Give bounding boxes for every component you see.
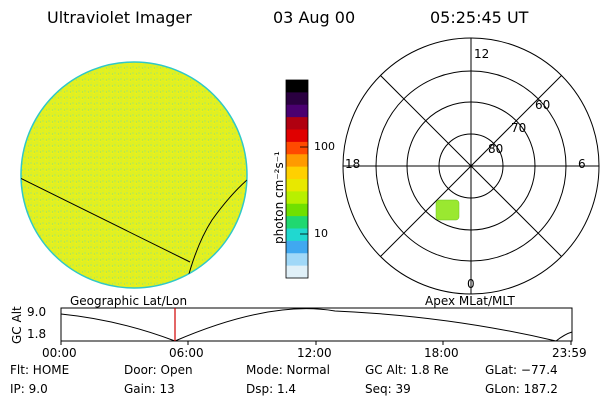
status-seq: Seq: 39 — [365, 382, 411, 396]
right-panel-caption: Apex MLat/MLT — [425, 294, 515, 308]
mlt-label-18: 18 — [345, 157, 361, 171]
altitude-plot — [60, 307, 573, 345]
aurora-blob — [435, 199, 460, 221]
color-bar-segment — [286, 154, 308, 168]
color-bar-segment — [286, 117, 308, 131]
color-bar-frame — [285, 79, 309, 279]
meridian-line — [185, 179, 247, 286]
time-label: 05:25:45 UT — [430, 8, 529, 27]
mlat-label-60: 60 — [535, 98, 551, 112]
status-gain: Gain: 13 — [124, 382, 175, 396]
color-bar-segment — [286, 203, 308, 217]
status-glon: GLon: 187.2 — [485, 382, 558, 396]
status-gc-alt: GC Alt: 1.8 Re — [365, 363, 449, 377]
geographic-image — [20, 61, 248, 289]
color-bar-segment — [286, 129, 308, 143]
altitude-ylabel: GC Alt — [10, 306, 24, 344]
color-bar-segment — [286, 166, 308, 180]
mlt-label-6: 6 — [578, 157, 586, 171]
instrument-title: Ultraviolet Imager — [47, 8, 192, 27]
color-bar-segment — [286, 80, 308, 93]
status-mode: Mode: Normal — [246, 363, 330, 377]
altitude-frame — [60, 307, 573, 342]
color-bar — [286, 80, 308, 279]
color-bar-segment — [286, 228, 308, 242]
altitude-xtick-label-3: 18:00 — [424, 346, 459, 360]
mlat-label-80: 80 — [488, 142, 504, 156]
color-bar-segment — [286, 104, 308, 118]
color-bar-segment — [286, 92, 308, 106]
altitude-xtick-label-4: 23:59 — [552, 346, 587, 360]
earth-disk — [20, 61, 248, 289]
status-flt: Flt: HOME — [10, 363, 70, 377]
left-panel-caption: Geographic Lat/Lon — [70, 294, 188, 308]
altitude-xtick-label-2: 12:00 — [297, 346, 332, 360]
color-bar-segment — [286, 253, 308, 267]
date-label: 03 Aug 00 — [273, 8, 356, 27]
mlt-label-0: 0 — [467, 277, 475, 291]
mlat-label-70: 70 — [511, 121, 527, 135]
color-bar-segment — [286, 141, 308, 155]
mlt-label-12: 12 — [474, 47, 490, 61]
altitude-xtick-label-1: 06:00 — [169, 346, 204, 360]
altitude-y-top: 9.0 — [27, 305, 47, 319]
polar-diagonal-2 — [380, 75, 562, 257]
color-bar-segment — [286, 191, 308, 205]
status-dsp: Dsp: 1.4 — [246, 382, 297, 396]
polar-plot — [342, 37, 600, 295]
color-bar-segment — [286, 240, 308, 254]
altitude-xtick-label-0: 00:00 — [42, 346, 77, 360]
altitude-curve — [60, 308, 573, 342]
status-door: Door: Open — [124, 363, 193, 377]
color-bar-segment — [286, 216, 308, 230]
status-glat: GLat: −77.4 — [485, 363, 558, 377]
altitude-y-bottom: 1.8 — [27, 327, 47, 341]
color-bar-segment — [286, 265, 308, 279]
color-bar-unit-label: photon cm⁻²s⁻¹ — [272, 151, 286, 244]
coastline-line — [21, 177, 191, 263]
color-bar-label-10: 10 — [314, 227, 328, 240]
status-ip: IP: 9.0 — [10, 382, 48, 396]
color-bar-label-100: 100 — [314, 140, 335, 153]
color-bar-segment — [286, 179, 308, 192]
